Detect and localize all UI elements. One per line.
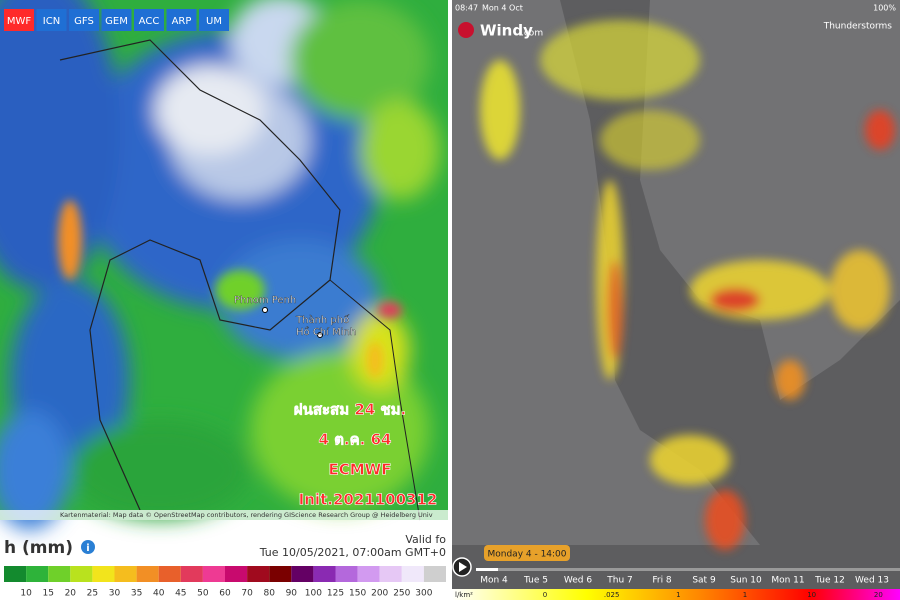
scale-label: 200	[371, 589, 388, 599]
scale-swatch	[313, 566, 336, 582]
scale-swatch	[202, 566, 225, 582]
scale-swatch	[379, 566, 402, 582]
tab[interactable]	[134, 9, 164, 31]
svg-text:i: i	[86, 543, 89, 554]
tab-label: ACC	[139, 16, 160, 27]
scale-swatch	[180, 566, 203, 582]
legend-label: .025	[604, 591, 620, 599]
legend-label: 0	[543, 591, 547, 599]
battery: 100%	[873, 4, 896, 13]
tab[interactable]	[36, 9, 67, 31]
scale-label: 100	[305, 589, 322, 599]
city-label: Phnom Penh	[234, 295, 296, 306]
scale-label: 90	[286, 589, 298, 599]
time-pill-label: Monday 4 - 14:00	[487, 550, 566, 560]
scale-label: 300	[415, 589, 432, 599]
scale-swatch	[401, 566, 424, 582]
layer-name[interactable]: Thunderstorms	[823, 22, 893, 32]
scale-label: 60	[219, 589, 231, 599]
scale-label: 15	[42, 589, 53, 599]
scale-swatch	[357, 566, 380, 582]
scale-swatch	[225, 566, 248, 582]
day-label[interactable]: Tue 12	[814, 576, 845, 586]
legend-label: 20	[874, 591, 883, 599]
day-label[interactable]: Thu 7	[606, 576, 633, 586]
scale-swatch	[136, 566, 159, 582]
day-label[interactable]: Sat 9	[692, 576, 716, 586]
brand: Windy	[480, 22, 533, 40]
tab[interactable]	[166, 9, 197, 31]
attribution: Kartenmaterial: Map data © OpenStreetMap…	[60, 511, 433, 519]
overlay-text: 4 ต.ค. 64	[319, 431, 392, 449]
scale-label: 30	[109, 589, 121, 599]
scale-label: 20	[65, 589, 77, 599]
tab-label: GFS	[74, 16, 94, 27]
scale-label: 70	[241, 589, 253, 599]
scale-swatch	[335, 566, 358, 582]
tab-label: GEM	[105, 16, 128, 27]
city-label: Hồ Chí Minh	[296, 326, 356, 338]
time-pill[interactable]	[484, 545, 570, 561]
tab-label: ARP	[172, 16, 192, 27]
day-label[interactable]: Tue 5	[523, 576, 548, 586]
brand-suffix: .com	[521, 29, 543, 39]
scale-label: 250	[393, 589, 410, 599]
rain-map	[0, 0, 448, 530]
day-label[interactable]: Mon 4	[480, 576, 508, 586]
status-time: 08:47	[455, 4, 478, 13]
scale-label: 150	[349, 589, 366, 599]
scale-label: 45	[175, 589, 186, 599]
scale-label: 80	[263, 589, 275, 599]
legend-label: 10	[807, 591, 816, 599]
tab-label: ICN	[43, 16, 60, 27]
scale-swatch	[26, 566, 49, 582]
status-date: Mon 4 Oct	[482, 4, 523, 13]
scale-swatch	[158, 566, 181, 582]
scale-label: 40	[153, 589, 165, 599]
scale-swatch	[291, 566, 314, 582]
scale-label: 50	[197, 589, 209, 599]
day-label[interactable]: Wed 6	[564, 576, 592, 586]
scale-label: 35	[131, 589, 142, 599]
scale-swatch	[423, 566, 446, 582]
scale-swatch	[70, 566, 93, 582]
city-label: Thành phố	[295, 314, 349, 326]
legend-title: h (mm)	[4, 538, 73, 558]
scale-swatch	[247, 566, 270, 582]
tab[interactable]	[101, 9, 132, 31]
scale-swatch	[269, 566, 292, 582]
scale-label: 125	[327, 589, 344, 599]
overlay-text: ECMWF	[329, 461, 392, 479]
windy-map	[452, 0, 900, 600]
scale-swatch	[4, 566, 27, 582]
tab-label: UM	[206, 16, 222, 27]
legend-label: 1	[676, 591, 680, 599]
tab-label: MWF	[7, 16, 32, 27]
scale-swatch	[48, 566, 71, 582]
valid-label: Valid fo	[405, 533, 446, 546]
tab[interactable]	[199, 9, 229, 31]
day-label[interactable]: Sun 10	[730, 576, 762, 586]
valid-time: Tue 10/05/2021, 07:00am GMT+0	[259, 546, 446, 559]
legend-unit: l/km²	[455, 591, 473, 599]
scale-swatch	[92, 566, 115, 582]
scale-label: 25	[87, 589, 98, 599]
day-label[interactable]: Wed 13	[855, 576, 889, 586]
day-label[interactable]: Fri 8	[652, 576, 672, 586]
scale-swatch	[114, 566, 137, 582]
scale-label: 10	[20, 589, 32, 599]
overlay-text: ฝนสะสม 24 ชม.	[294, 401, 406, 419]
legend-label: 1	[743, 591, 747, 599]
day-label[interactable]: Mon 11	[771, 576, 804, 586]
tab[interactable]	[69, 9, 99, 31]
overlay-text: Init.2021100312	[299, 491, 438, 509]
tab[interactable]	[4, 9, 34, 31]
